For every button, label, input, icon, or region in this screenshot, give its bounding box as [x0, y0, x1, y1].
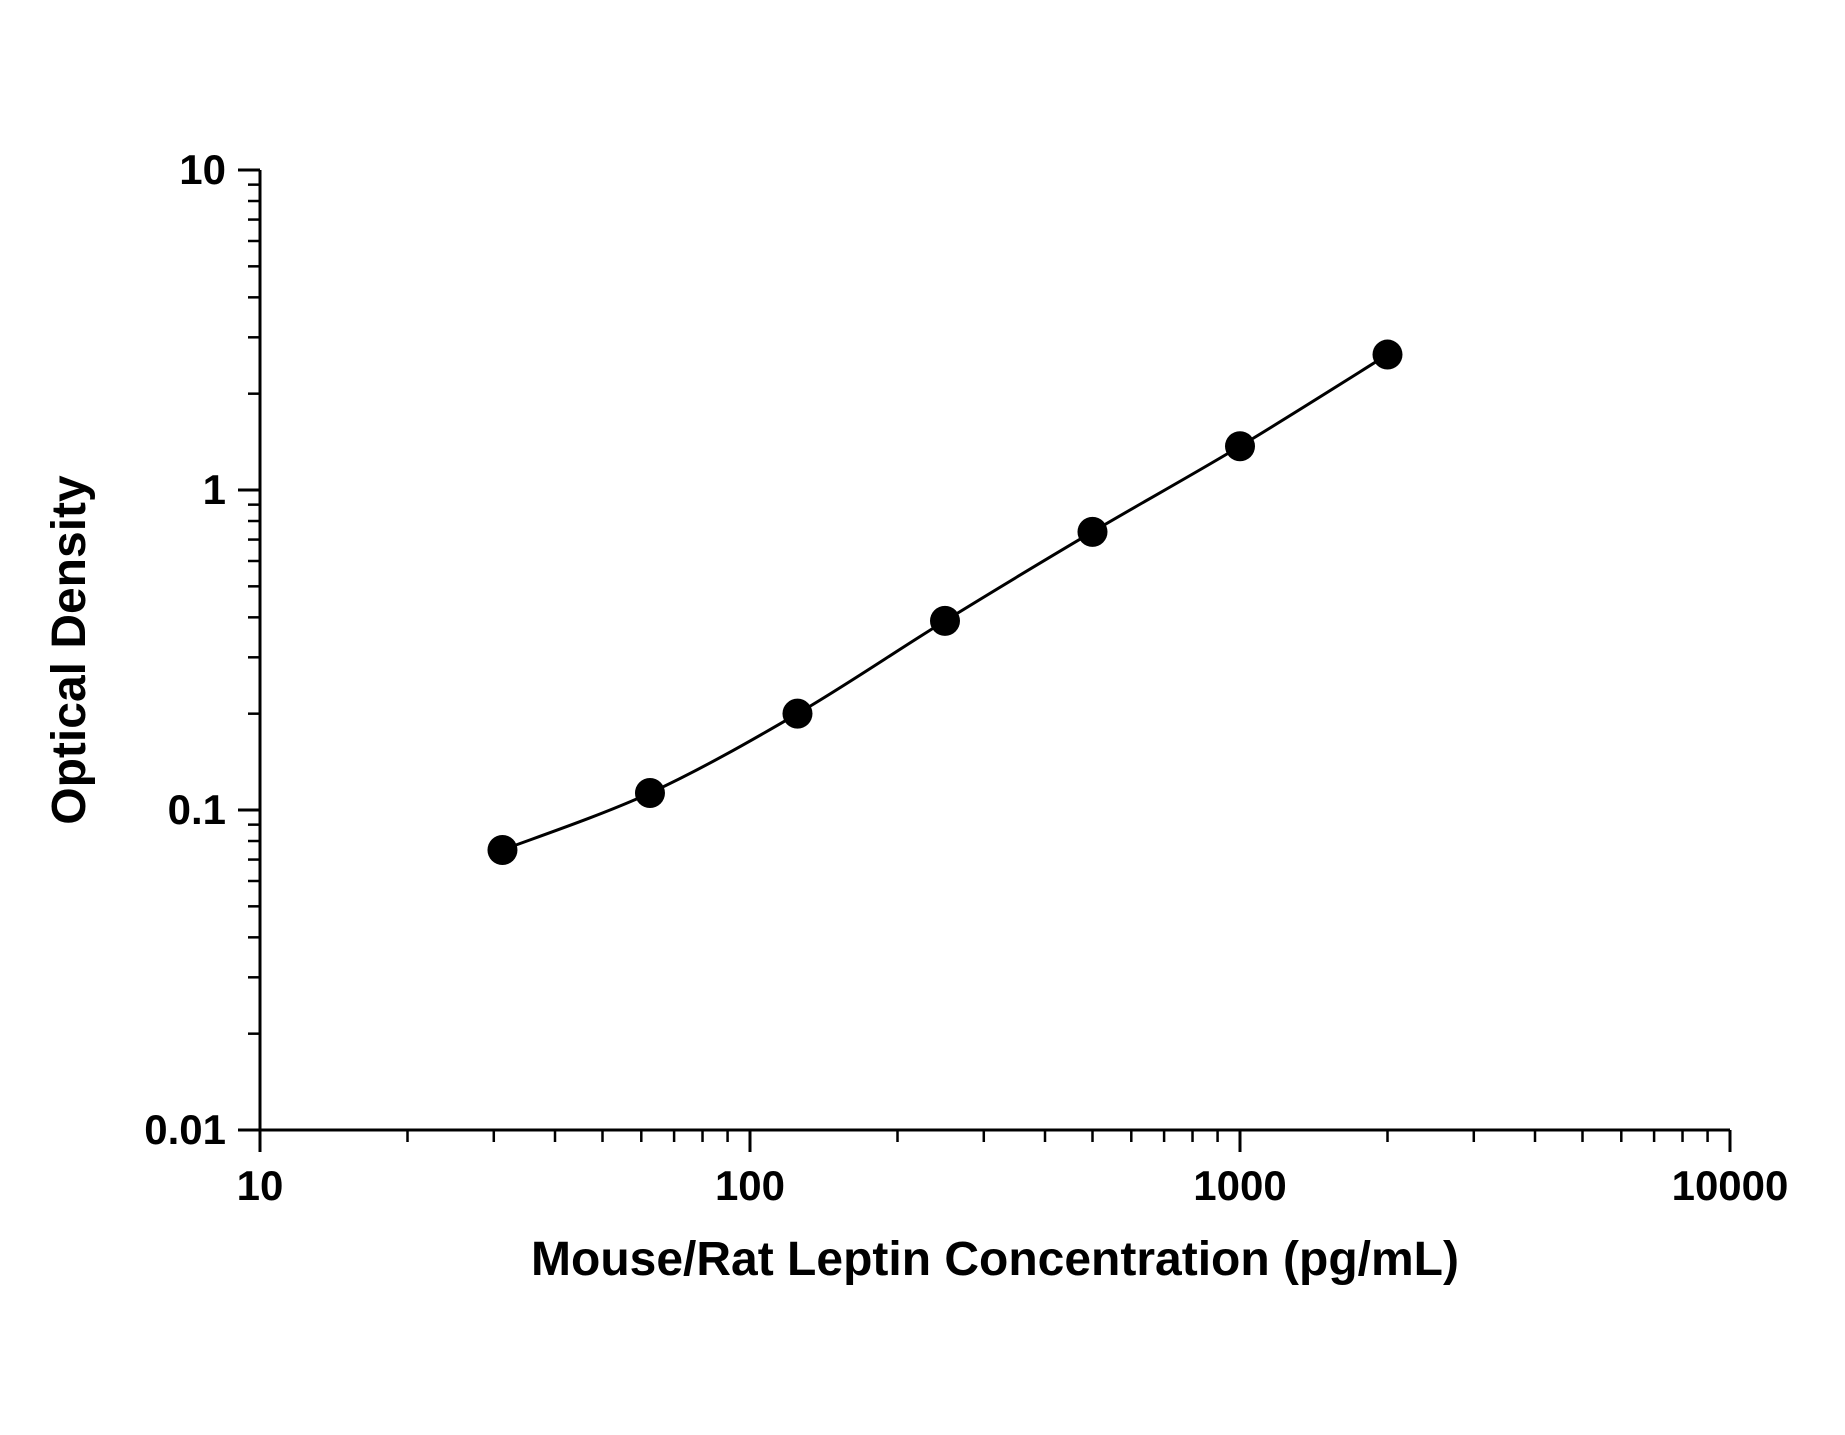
y-tick-label: 0.1	[168, 786, 226, 833]
data-point	[487, 835, 517, 865]
y-axis-title: Optical Density	[43, 475, 96, 825]
fit-curve	[502, 355, 1387, 850]
data-point	[1373, 340, 1403, 370]
data-point	[782, 699, 812, 729]
data-point	[930, 606, 960, 636]
y-tick-label: 10	[179, 146, 226, 193]
data-point	[1077, 517, 1107, 547]
data-point	[635, 778, 665, 808]
x-tick-label: 100	[715, 1162, 785, 1209]
data-point	[1225, 431, 1255, 461]
x-tick-label: 10	[237, 1162, 284, 1209]
y-tick-label: 0.01	[144, 1106, 226, 1153]
x-tick-label: 1000	[1193, 1162, 1286, 1209]
standard-curve-chart: 10 100 1000 10000 0.01 0.1 1 10 Mouse/Rat Lepti…	[0, 0, 1845, 1435]
x-tick-label: 10000	[1672, 1162, 1789, 1209]
y-tick-label: 1	[203, 466, 226, 513]
x-axis-title: Mouse/Rat Leptin Concentration (pg/mL)	[531, 1233, 1459, 1286]
